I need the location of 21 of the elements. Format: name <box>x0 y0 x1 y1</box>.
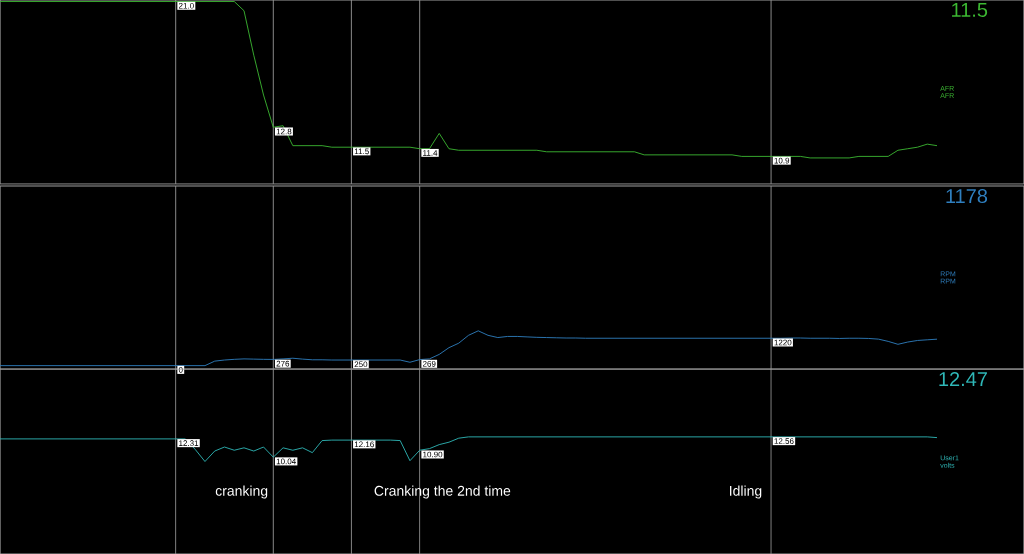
data-label: 11.4 <box>423 150 438 156</box>
data-label: 250 <box>354 361 368 368</box>
data-label: 10.9 <box>774 157 790 164</box>
data-label: 11.5 <box>354 148 369 155</box>
annotation: cranking <box>215 485 268 499</box>
text: 1178 <box>946 188 988 204</box>
text: 11.5 <box>952 2 988 17</box>
data-label: 10.04 <box>276 458 296 465</box>
data-label: 269 <box>422 360 436 367</box>
data-label: 276 <box>276 360 290 367</box>
data-label: 21.0 <box>178 2 194 9</box>
data-label: 12.16 <box>354 441 374 448</box>
annotation: 12.47 <box>939 371 987 386</box>
data-label: 12.56 <box>774 438 794 444</box>
data-label: 12.8 <box>276 128 292 135</box>
annotation: Cranking the 2nd time <box>374 485 511 499</box>
data-label: 0 <box>178 367 183 373</box>
data-label: 1220 <box>774 339 792 346</box>
annotation: Idling <box>730 485 762 499</box>
data-label: 12.31 <box>179 440 199 446</box>
data-label: 10.90 <box>423 451 443 458</box>
